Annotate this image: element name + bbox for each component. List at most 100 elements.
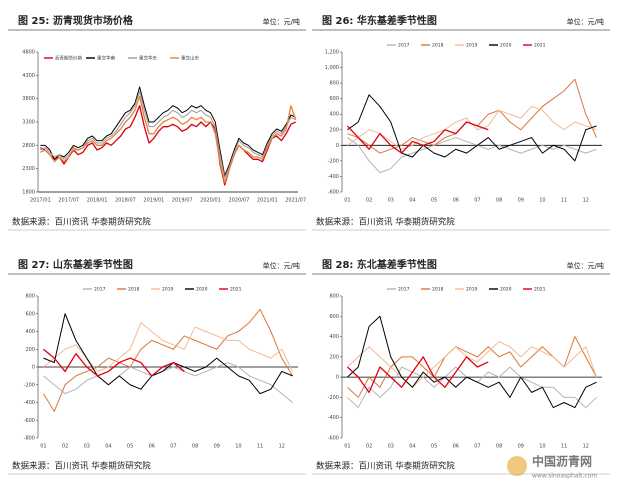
chart-title: 图 28: 东北基差季节性图 <box>322 258 437 271</box>
x-tick-label: 01 <box>344 444 350 450</box>
x-tick-label: 03 <box>84 444 90 450</box>
x-tick-label: 06 <box>453 198 459 204</box>
x-tick-label: 10 <box>235 444 241 450</box>
series-line <box>347 336 598 398</box>
legend-label: 2021 <box>534 43 546 49</box>
x-tick-label: 2019/07 <box>172 198 193 204</box>
series-line <box>40 86 296 177</box>
legend-label: 沥青期货价格 <box>55 55 82 62</box>
series-line <box>42 308 294 412</box>
y-tick-label: -400 <box>328 415 339 421</box>
legend-label: 2019 <box>466 287 478 293</box>
y-tick-label: -800 <box>24 436 35 442</box>
x-tick-label: 06 <box>453 444 459 450</box>
x-tick-label: 2021/01 <box>257 198 278 204</box>
source-note: 数据来源：百川资讯 华泰期货研究院 <box>12 461 151 472</box>
x-tick-label: 11 <box>561 198 567 204</box>
series-line <box>43 348 185 377</box>
y-tick-label: -600 <box>328 436 339 442</box>
x-tick-label: 03 <box>388 444 394 450</box>
unit-label: 单位：元/吨 <box>567 261 604 270</box>
y-tick-label: -600 <box>24 418 35 424</box>
x-tick-label: 09 <box>214 444 220 450</box>
y-tick-label: 800 <box>25 294 35 300</box>
y-tick-label: 800 <box>329 81 339 87</box>
source-note: 数据来源：百川资讯 华泰期货研究院 <box>12 217 151 228</box>
series-line <box>347 366 597 409</box>
series-line <box>346 121 489 154</box>
y-tick-label: 2800 <box>22 143 35 149</box>
chart-title: 图 27: 山东基差季节性图 <box>18 258 133 271</box>
x-tick-label: 2018/07 <box>115 198 136 204</box>
y-tick-label: 400 <box>25 329 35 335</box>
series-line <box>43 313 293 395</box>
series-line <box>43 362 293 403</box>
x-tick-label: 08 <box>496 444 502 450</box>
x-tick-label: 11 <box>257 444 263 450</box>
x-tick-label: 04 <box>105 444 111 450</box>
y-tick-label: 800 <box>329 294 339 300</box>
legend-label: 2017 <box>94 287 106 293</box>
x-tick-label: 04 <box>409 198 415 204</box>
legend-label: 2018 <box>432 287 444 293</box>
series-line <box>40 105 296 186</box>
y-tick-label: 200 <box>25 347 35 353</box>
unit-label: 单位：元/吨 <box>263 261 300 270</box>
y-tick-label: 200 <box>329 354 339 360</box>
series-line <box>347 315 597 409</box>
y-tick-label: -600 <box>328 190 339 196</box>
x-tick-label: 06 <box>149 444 155 450</box>
y-tick-label: 0 <box>336 375 339 381</box>
y-tick-label: 200 <box>329 127 339 133</box>
x-tick-label: 07 <box>474 444 480 450</box>
y-tick-label: 400 <box>329 334 339 340</box>
source-note: 数据来源：百川资讯 华泰期货研究院 <box>316 461 455 472</box>
watermark-logo <box>507 456 527 476</box>
y-tick-label: -200 <box>24 382 35 388</box>
legend-label: 2020 <box>500 43 512 49</box>
x-tick-label: 2017/01 <box>30 198 51 204</box>
legend-label: 2017 <box>398 43 410 49</box>
x-tick-label: 09 <box>518 198 524 204</box>
y-tick-label: 0 <box>336 143 339 149</box>
y-tick-label: 3800 <box>22 96 35 102</box>
x-tick-label: 05 <box>431 198 437 204</box>
x-tick-label: 2017/07 <box>58 198 79 204</box>
legend-label: 重交华东 <box>139 55 157 62</box>
x-tick-label: 12 <box>583 444 589 450</box>
series-line <box>347 341 598 388</box>
watermark: 中国沥青网 www.sinoasphalt.com <box>507 454 597 480</box>
legend-label: 重交山东 <box>181 55 199 62</box>
legend-label: 2017 <box>398 287 410 293</box>
x-tick-label: 03 <box>388 198 394 204</box>
x-tick-label: 07 <box>170 444 176 450</box>
y-tick-label: 2300 <box>22 166 35 172</box>
legend-label: 2021 <box>230 287 242 293</box>
y-tick-label: 3300 <box>22 120 35 126</box>
y-tick-label: 400 <box>329 112 339 118</box>
chart-title: 图 26: 华东基差季节性图 <box>322 14 437 27</box>
legend-label: 2018 <box>128 287 140 293</box>
legend-label: 重交华南 <box>97 55 115 62</box>
legend-label: 2020 <box>500 287 512 293</box>
y-tick-label: -400 <box>24 400 35 406</box>
x-tick-label: 08 <box>496 198 502 204</box>
x-tick-label: 02 <box>366 198 372 204</box>
y-tick-label: -400 <box>328 174 339 180</box>
watermark-url: www.sinoasphalt.com <box>532 473 597 480</box>
x-tick-label: 2020/01 <box>200 198 221 204</box>
series-line <box>347 94 597 162</box>
x-tick-label: 01 <box>344 198 350 204</box>
x-tick-label: 07 <box>474 198 480 204</box>
x-tick-label: 05 <box>431 444 437 450</box>
series-line <box>347 78 598 154</box>
y-tick-label: 1,000 <box>325 65 339 71</box>
series-line <box>347 137 597 174</box>
x-tick-label: 2018/01 <box>87 198 108 204</box>
legend-label: 2021 <box>534 287 546 293</box>
y-tick-label: 600 <box>25 311 35 317</box>
